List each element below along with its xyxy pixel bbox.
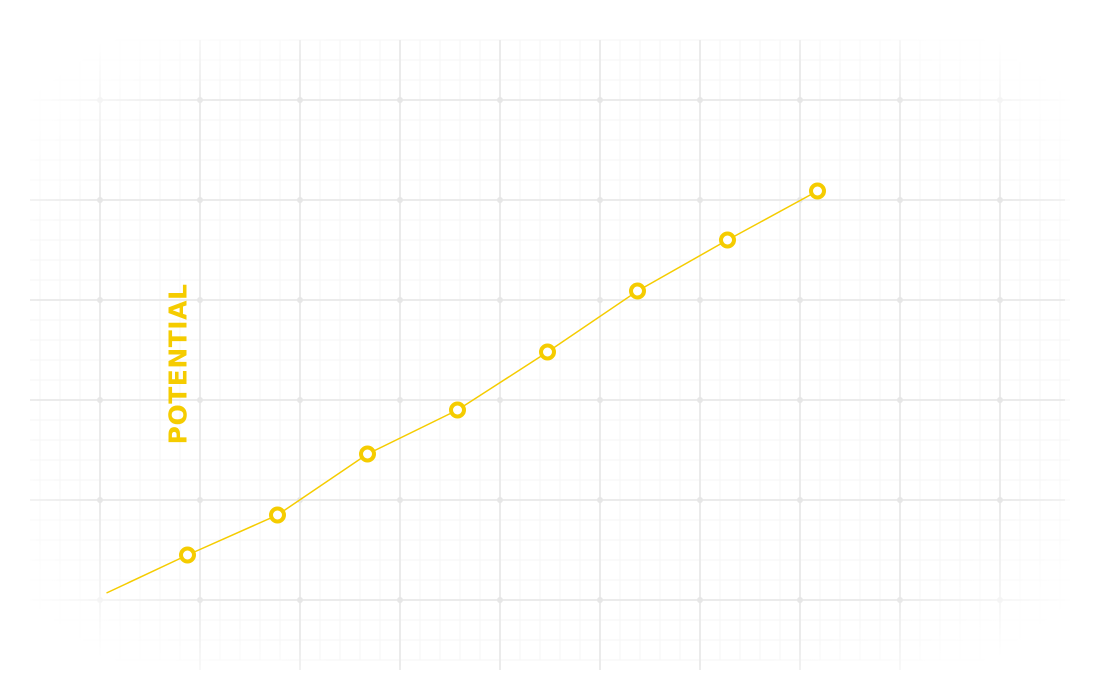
y-axis-label: POTENTIAL — [163, 283, 193, 445]
series — [106, 182, 826, 594]
data-point — [809, 182, 826, 200]
data-point — [359, 445, 376, 463]
data-point — [719, 231, 736, 249]
data-point — [179, 546, 196, 564]
data-point — [539, 343, 556, 361]
data-point — [449, 401, 466, 419]
data-point — [629, 282, 646, 300]
data-point — [269, 506, 286, 524]
